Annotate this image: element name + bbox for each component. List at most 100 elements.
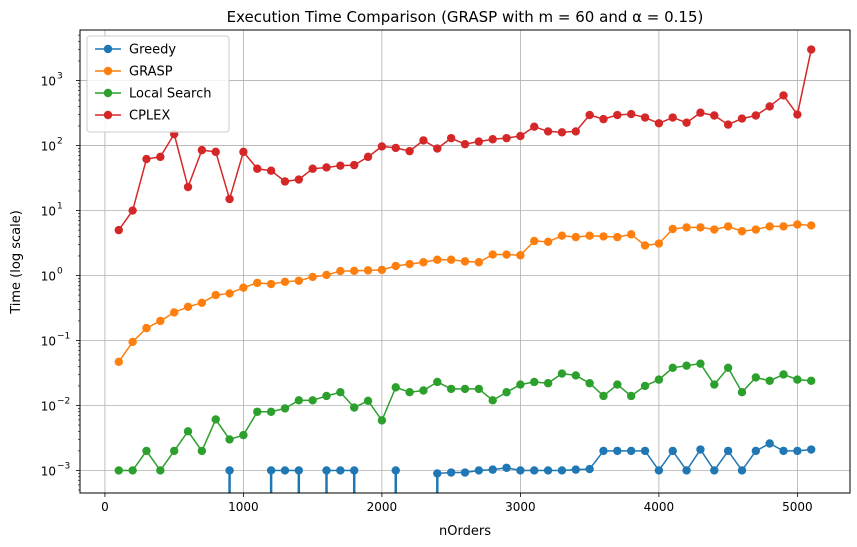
data-point xyxy=(446,255,456,264)
x-tick-label: 5000 xyxy=(782,500,813,514)
data-point xyxy=(266,466,276,475)
data-point xyxy=(779,91,788,100)
data-point xyxy=(391,143,400,153)
data-point xyxy=(723,363,733,373)
data-point xyxy=(640,381,650,391)
data-point xyxy=(253,164,262,173)
data-point xyxy=(696,359,705,368)
data-point xyxy=(668,224,677,234)
data-point xyxy=(336,466,345,475)
data-point xyxy=(197,298,207,308)
data-point xyxy=(571,465,580,474)
data-point xyxy=(377,142,387,151)
legend-marker xyxy=(103,110,113,120)
data-point xyxy=(751,225,761,234)
data-point xyxy=(599,232,608,241)
data-point xyxy=(654,119,664,128)
series-segment xyxy=(796,49,812,115)
series-segment xyxy=(727,367,743,393)
series-layer xyxy=(114,45,816,478)
data-point xyxy=(446,384,456,394)
data-point xyxy=(557,369,567,378)
data-point xyxy=(710,466,719,475)
data-point xyxy=(530,377,539,387)
data-point xyxy=(266,166,276,175)
series-segment xyxy=(242,411,258,436)
data-point xyxy=(488,396,497,405)
y-tick-exponent: −1 xyxy=(57,331,70,341)
legend-marker xyxy=(103,44,113,54)
data-point xyxy=(391,261,400,271)
data-point xyxy=(599,446,608,456)
data-point xyxy=(336,266,345,276)
data-point xyxy=(557,128,567,137)
data-point xyxy=(128,466,137,475)
data-point xyxy=(433,469,442,478)
data-point xyxy=(142,154,151,164)
data-point xyxy=(350,403,359,412)
data-point xyxy=(682,118,691,127)
data-point xyxy=(225,466,234,475)
series-segment xyxy=(173,133,189,188)
data-point xyxy=(322,270,331,280)
data-point xyxy=(266,279,276,289)
data-point xyxy=(156,466,165,475)
data-point xyxy=(183,182,193,192)
data-point xyxy=(543,379,553,388)
data-point xyxy=(211,415,220,424)
legend-marker xyxy=(103,66,113,76)
legend-label: CPLEX xyxy=(129,109,170,124)
data-point xyxy=(571,232,580,242)
data-point xyxy=(211,147,220,157)
data-point xyxy=(682,466,691,475)
data-point xyxy=(433,144,442,153)
data-point xyxy=(599,391,608,401)
data-point xyxy=(543,127,553,136)
data-point xyxy=(696,223,705,232)
x-tick-label: 4000 xyxy=(644,500,675,514)
data-point xyxy=(142,323,151,333)
series-segment xyxy=(187,149,203,188)
series-segment xyxy=(201,419,217,452)
data-point xyxy=(183,302,193,312)
data-point xyxy=(765,102,774,111)
data-point xyxy=(239,147,248,157)
data-point xyxy=(114,225,123,235)
data-point xyxy=(571,371,580,380)
data-point xyxy=(640,446,650,456)
data-point xyxy=(793,220,802,229)
data-point xyxy=(377,265,387,275)
data-point xyxy=(737,227,747,236)
data-point xyxy=(239,430,248,440)
data-point xyxy=(530,236,539,246)
data-point xyxy=(225,435,234,444)
y-tick-label: 10 xyxy=(41,464,56,478)
data-point xyxy=(502,388,511,397)
data-point xyxy=(294,276,304,285)
x-tick-label: 1000 xyxy=(228,500,259,514)
y-tick-label: 10 xyxy=(41,334,56,348)
data-point xyxy=(350,160,359,170)
data-point xyxy=(142,446,151,456)
series-local-search xyxy=(114,359,816,475)
data-point xyxy=(183,427,193,436)
data-point xyxy=(613,446,622,456)
data-point xyxy=(723,222,733,231)
data-point xyxy=(474,258,484,267)
data-point xyxy=(585,379,594,388)
data-point xyxy=(516,131,525,141)
legend-label: Local Search xyxy=(129,87,212,102)
data-point xyxy=(114,357,123,367)
data-point xyxy=(765,439,774,448)
data-point xyxy=(488,465,497,474)
data-point xyxy=(433,377,442,387)
data-point xyxy=(350,266,359,276)
data-point xyxy=(807,221,816,230)
data-point xyxy=(266,407,276,416)
data-point xyxy=(751,446,761,456)
data-point xyxy=(737,388,747,397)
y-tick-exponent: 0 xyxy=(57,267,63,277)
data-point xyxy=(405,259,414,269)
data-point xyxy=(253,407,262,416)
